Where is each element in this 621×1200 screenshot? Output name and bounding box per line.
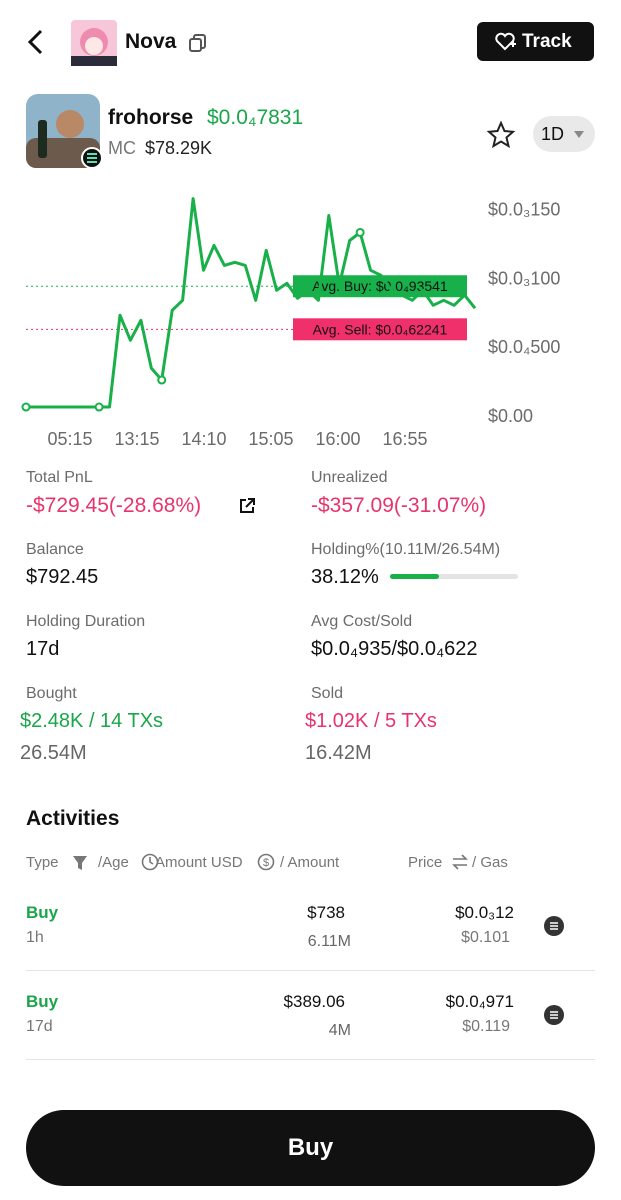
stat-label: Bought [26, 685, 77, 702]
stat-value: 17d [26, 638, 60, 660]
token-avatar [26, 94, 102, 169]
column-header: Price [408, 854, 443, 871]
detail-glyph [550, 1011, 558, 1019]
stat-label: Avg Cost/Sold [311, 613, 413, 630]
tx-usd: $389.06 [283, 992, 345, 1011]
filter-icon[interactable] [72, 855, 88, 871]
x-tick-label: 13:15 [114, 429, 159, 449]
holding-bar-fill [390, 574, 439, 579]
back-button[interactable] [24, 28, 48, 56]
column-header: Type [26, 854, 59, 871]
y-tick-label: $0.0₃150 [488, 200, 560, 220]
currency-icon[interactable]: $ [257, 853, 275, 871]
x-tick-label: 15:05 [248, 429, 293, 449]
trade-dot [21, 402, 31, 412]
row-divider [26, 1059, 595, 1060]
svg-text:$: $ [263, 857, 269, 869]
buy-button[interactable]: Buy [26, 1110, 595, 1186]
tx-type: Buy [26, 903, 59, 922]
x-tick-label: 14:10 [181, 429, 226, 449]
share-icon[interactable] [238, 497, 256, 515]
holding-bar-track [390, 574, 518, 579]
stat-label: Sold [311, 685, 344, 702]
buy-button-label: Buy [287, 1134, 334, 1161]
stat-value: 38.12% [311, 566, 379, 588]
tx-price: $0.0₄971 [445, 992, 514, 1011]
stat-value: -$729.45(-28.68%) [26, 494, 202, 517]
reference-label: Avg. Sell: $0.0₄62241 [313, 321, 448, 337]
x-tick-label: 05:15 [47, 429, 92, 449]
stat-amount: 16.42M [305, 742, 372, 764]
y-tick-label: $0.0₃100 [488, 268, 560, 288]
tx-price: $0.0₃12 [455, 903, 514, 922]
timeframe-selector[interactable]: 1D [533, 116, 595, 152]
row-divider [26, 970, 595, 971]
stat-value: $1.02K / 5 TXs [305, 710, 437, 732]
stat-label: Holding%(10.11M/26.54M) [311, 541, 501, 558]
timeframe-label: 1D [541, 124, 565, 144]
wallet-name: Nova [125, 30, 177, 53]
dropdown-arrow [574, 131, 584, 138]
swap-icon[interactable] [451, 854, 469, 870]
stat-amount: 26.54M [20, 742, 87, 764]
x-tick-label: 16:55 [382, 429, 427, 449]
tx-gas: $0.101 [461, 929, 510, 946]
column-header: / Amount [280, 854, 340, 871]
x-tick-label: 16:00 [315, 429, 360, 449]
stat-value: $792.45 [26, 566, 99, 588]
stat-label: Unrealized [311, 469, 388, 486]
reference-label-box [293, 318, 467, 341]
tx-amount: 4M [328, 1022, 351, 1039]
stat-value: $2.48K / 14 TXs [20, 710, 164, 732]
mc-value: $78.29K [145, 138, 213, 158]
tx-age: 17d [26, 1018, 53, 1035]
column-header: Amount USD [155, 854, 243, 871]
reference-label: Avg. Buy: $0.0₄93541 [312, 278, 448, 294]
clock-icon[interactable] [141, 853, 159, 871]
trade-dot [94, 402, 104, 412]
tx-gas: $0.119 [462, 1018, 510, 1035]
stat-value: -$357.09(-31.07%) [311, 494, 487, 517]
detail-icon[interactable] [544, 916, 564, 936]
stat-label: Holding Duration [26, 613, 146, 630]
tx-type: Buy [26, 992, 59, 1011]
stat-label: Balance [26, 541, 84, 558]
y-tick-label: $0.00 [488, 406, 533, 426]
wallet-avatar [71, 20, 117, 66]
copy-icon[interactable] [188, 33, 208, 53]
tx-usd: $738 [307, 903, 345, 922]
detail-icon[interactable] [544, 1005, 564, 1025]
token-name: frohorse [108, 106, 194, 129]
tx-age: 1h [26, 929, 44, 946]
stat-label: Total PnL [26, 469, 93, 486]
price-chart: $0.00 $0.0₄500 $0.0₃100 $0.0₃150 05:15 13:15 1… [21, 197, 560, 449]
favorite-star[interactable] [486, 120, 516, 150]
section-title: Activities [26, 807, 120, 830]
track-label: Track [522, 31, 572, 52]
trade-dot [157, 375, 167, 385]
stat-value: $0.0₄935/$0.0₄622 [311, 638, 478, 660]
trade-dot [355, 227, 365, 237]
column-header: / Gas [472, 854, 508, 871]
mc-label: MC [108, 138, 136, 158]
tx-amount: 6.11M [307, 933, 351, 950]
track-button[interactable]: Track [477, 22, 594, 61]
token-price: $0.0₄7831 [207, 106, 304, 129]
y-tick-label: $0.0₄500 [488, 337, 560, 357]
detail-glyph [550, 922, 558, 930]
heart-icon [495, 32, 516, 51]
price-line [26, 197, 477, 409]
column-header: /Age [98, 854, 129, 871]
